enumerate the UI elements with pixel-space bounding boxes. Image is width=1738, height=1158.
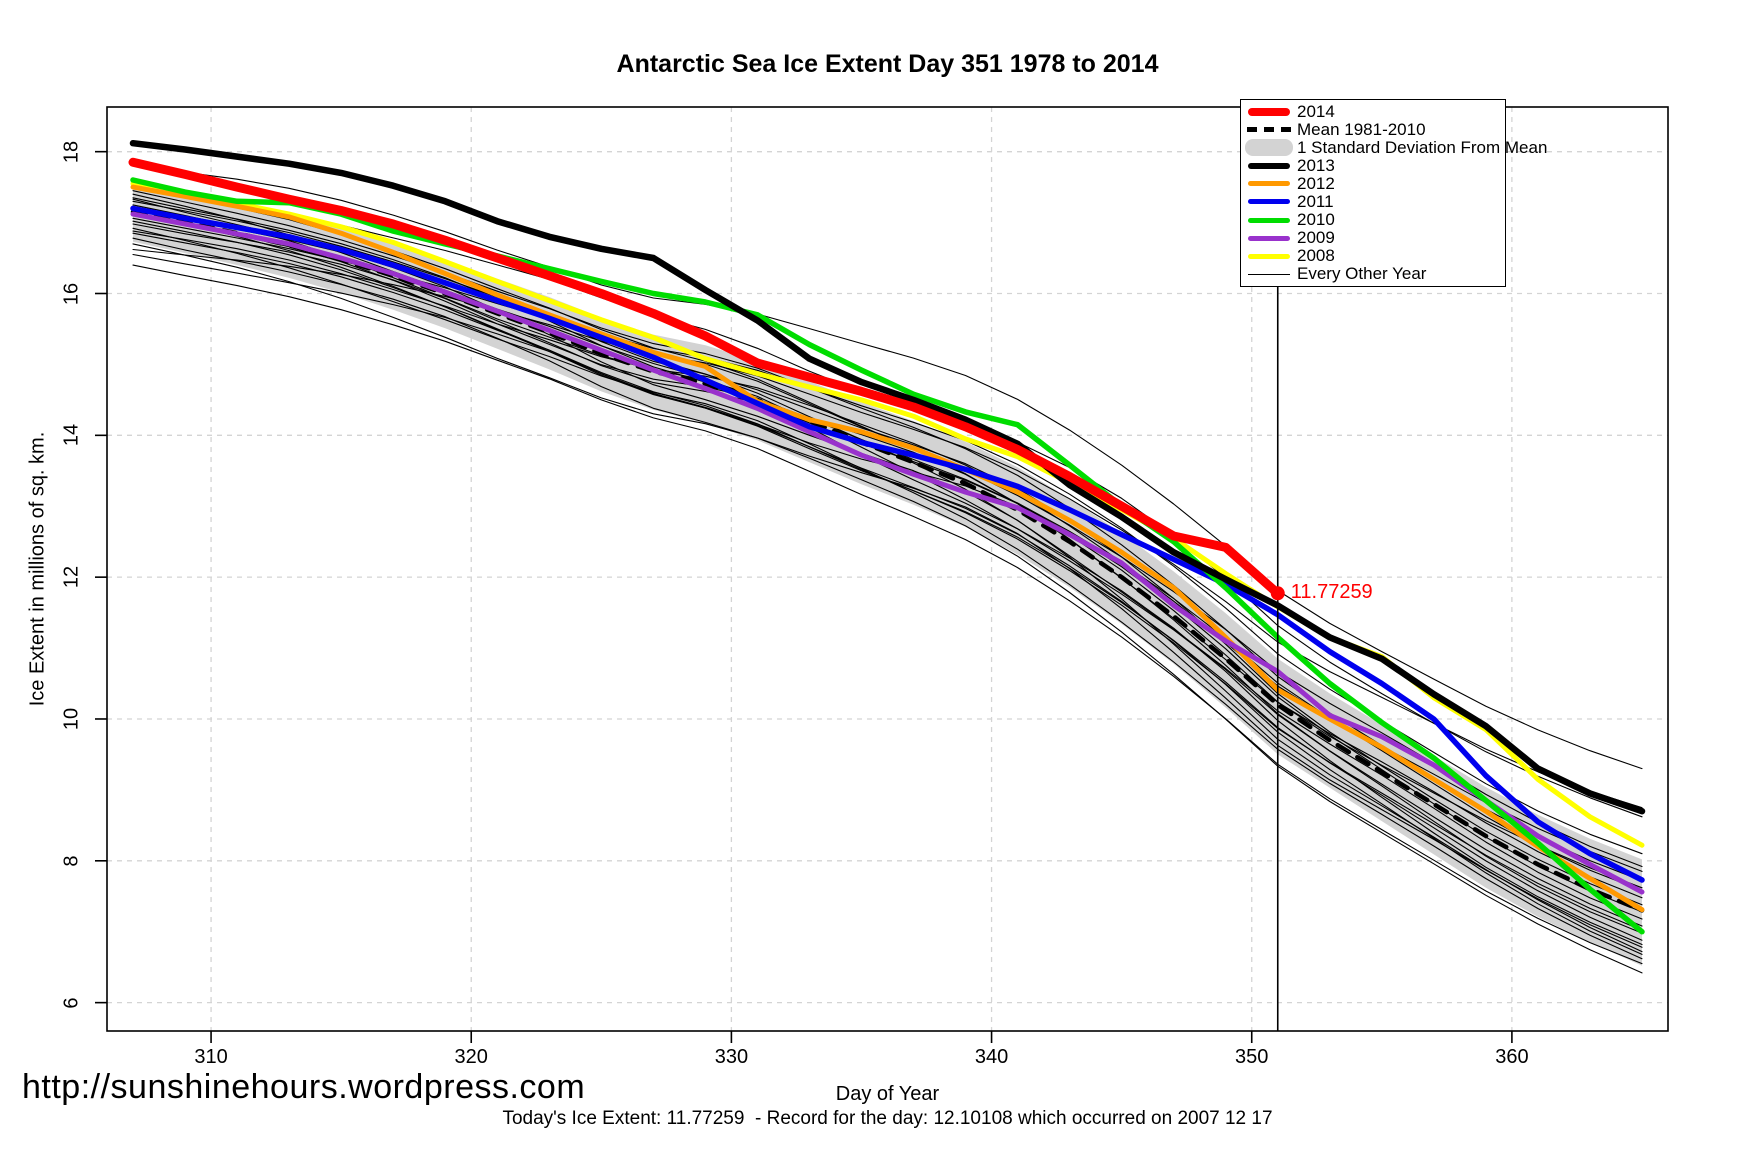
every-other-year-line xyxy=(132,248,1643,809)
x-tick-label: 310 xyxy=(194,1046,228,1068)
every-other-year-line xyxy=(132,165,1643,770)
x-tick-label: 360 xyxy=(1495,1046,1529,1068)
series-2009 xyxy=(130,211,1645,895)
legend-row: Mean 1981-2010 xyxy=(1241,119,1505,139)
legend-row: 2008 xyxy=(1241,246,1505,266)
x-tick-label: 330 xyxy=(714,1046,749,1068)
legend-row: Every Other Year xyxy=(1241,264,1505,284)
chart-title: Antarctic Sea Ice Extent Day 351 1978 to… xyxy=(616,50,1159,78)
x-tick-label: 350 xyxy=(1235,1046,1269,1068)
legend-row: 2011 xyxy=(1241,191,1505,211)
plot-border xyxy=(106,106,1669,1032)
annotation-dot xyxy=(1270,586,1285,601)
legend-swatch-line-icon xyxy=(1241,235,1297,241)
footer-status-text: Today's Ice Extent: 11.77259 - Record fo… xyxy=(502,1108,1273,1129)
legend-label: 2012 xyxy=(1297,173,1335,193)
y-tick-label: 18 xyxy=(60,140,83,163)
legend-label: 2010 xyxy=(1297,210,1335,230)
series-2013 xyxy=(129,139,1646,815)
every-other-year-line xyxy=(132,211,1643,955)
y-tick-label: 6 xyxy=(60,997,83,1009)
y-tick-label: 12 xyxy=(60,566,83,589)
legend-swatch-band-icon xyxy=(1241,139,1297,157)
legend-swatch-line-icon xyxy=(1241,162,1297,169)
series-2011 xyxy=(130,205,1645,883)
legend-label: Every Other Year xyxy=(1297,264,1427,284)
legend-row: 2013 xyxy=(1241,155,1505,175)
every-other-year-line xyxy=(132,193,1643,946)
series-2014 xyxy=(128,157,1283,598)
series-2012 xyxy=(130,184,1645,913)
legend-label: 2011 xyxy=(1297,191,1334,211)
watermark-url: http://sunshinehours.wordpress.com xyxy=(22,1068,586,1106)
series-2010 xyxy=(130,177,1645,935)
x-tick-label: 320 xyxy=(454,1046,488,1068)
y-axis-label: Ice Extent in millions of sq. km. xyxy=(26,431,49,707)
legend-swatch-line-icon xyxy=(1241,199,1297,205)
every-other-year-line xyxy=(132,264,1643,965)
y-tick-label: 14 xyxy=(60,424,83,447)
std-dev-band xyxy=(133,182,1642,966)
legend-label: 2014 xyxy=(1297,101,1335,121)
legend-row: 2009 xyxy=(1241,228,1505,248)
y-tick-label: 10 xyxy=(60,707,83,731)
legend-swatch-thin-icon xyxy=(1241,273,1297,276)
legend-label: Mean 1981-2010 xyxy=(1297,119,1426,139)
y-tick-label: 8 xyxy=(60,855,83,867)
x-tick-label: 340 xyxy=(974,1046,1009,1068)
legend-label: 1 Standard Deviation From Mean xyxy=(1297,137,1548,157)
legend: 2014 Mean 1981-2010 1 Standard Deviation F… xyxy=(1240,99,1547,287)
legend-row: 2014 xyxy=(1241,101,1505,121)
every-other-year-line xyxy=(132,243,1643,974)
legend-swatch-line-icon xyxy=(1241,253,1297,259)
legend-swatch-line-icon xyxy=(1241,107,1297,116)
legend-row: 1 Standard Deviation From Mean xyxy=(1241,138,1547,157)
x-axis-label: Day of Year xyxy=(835,1083,940,1105)
legend-swatch-dashed-icon xyxy=(1241,127,1297,133)
every-other-year-line xyxy=(132,220,1643,941)
y-tick-label: 16 xyxy=(60,282,83,305)
legend-row: 2010 xyxy=(1241,210,1505,230)
value-annotation: 11.77259 xyxy=(1290,581,1373,604)
legend-label: 2013 xyxy=(1297,155,1335,175)
legend-row: 2012 xyxy=(1241,173,1505,193)
legend-label: 2009 xyxy=(1297,228,1335,248)
legend-swatch-line-icon xyxy=(1241,181,1297,187)
legend-label: 2008 xyxy=(1297,246,1335,266)
legend-swatch-line-icon xyxy=(1241,217,1297,223)
